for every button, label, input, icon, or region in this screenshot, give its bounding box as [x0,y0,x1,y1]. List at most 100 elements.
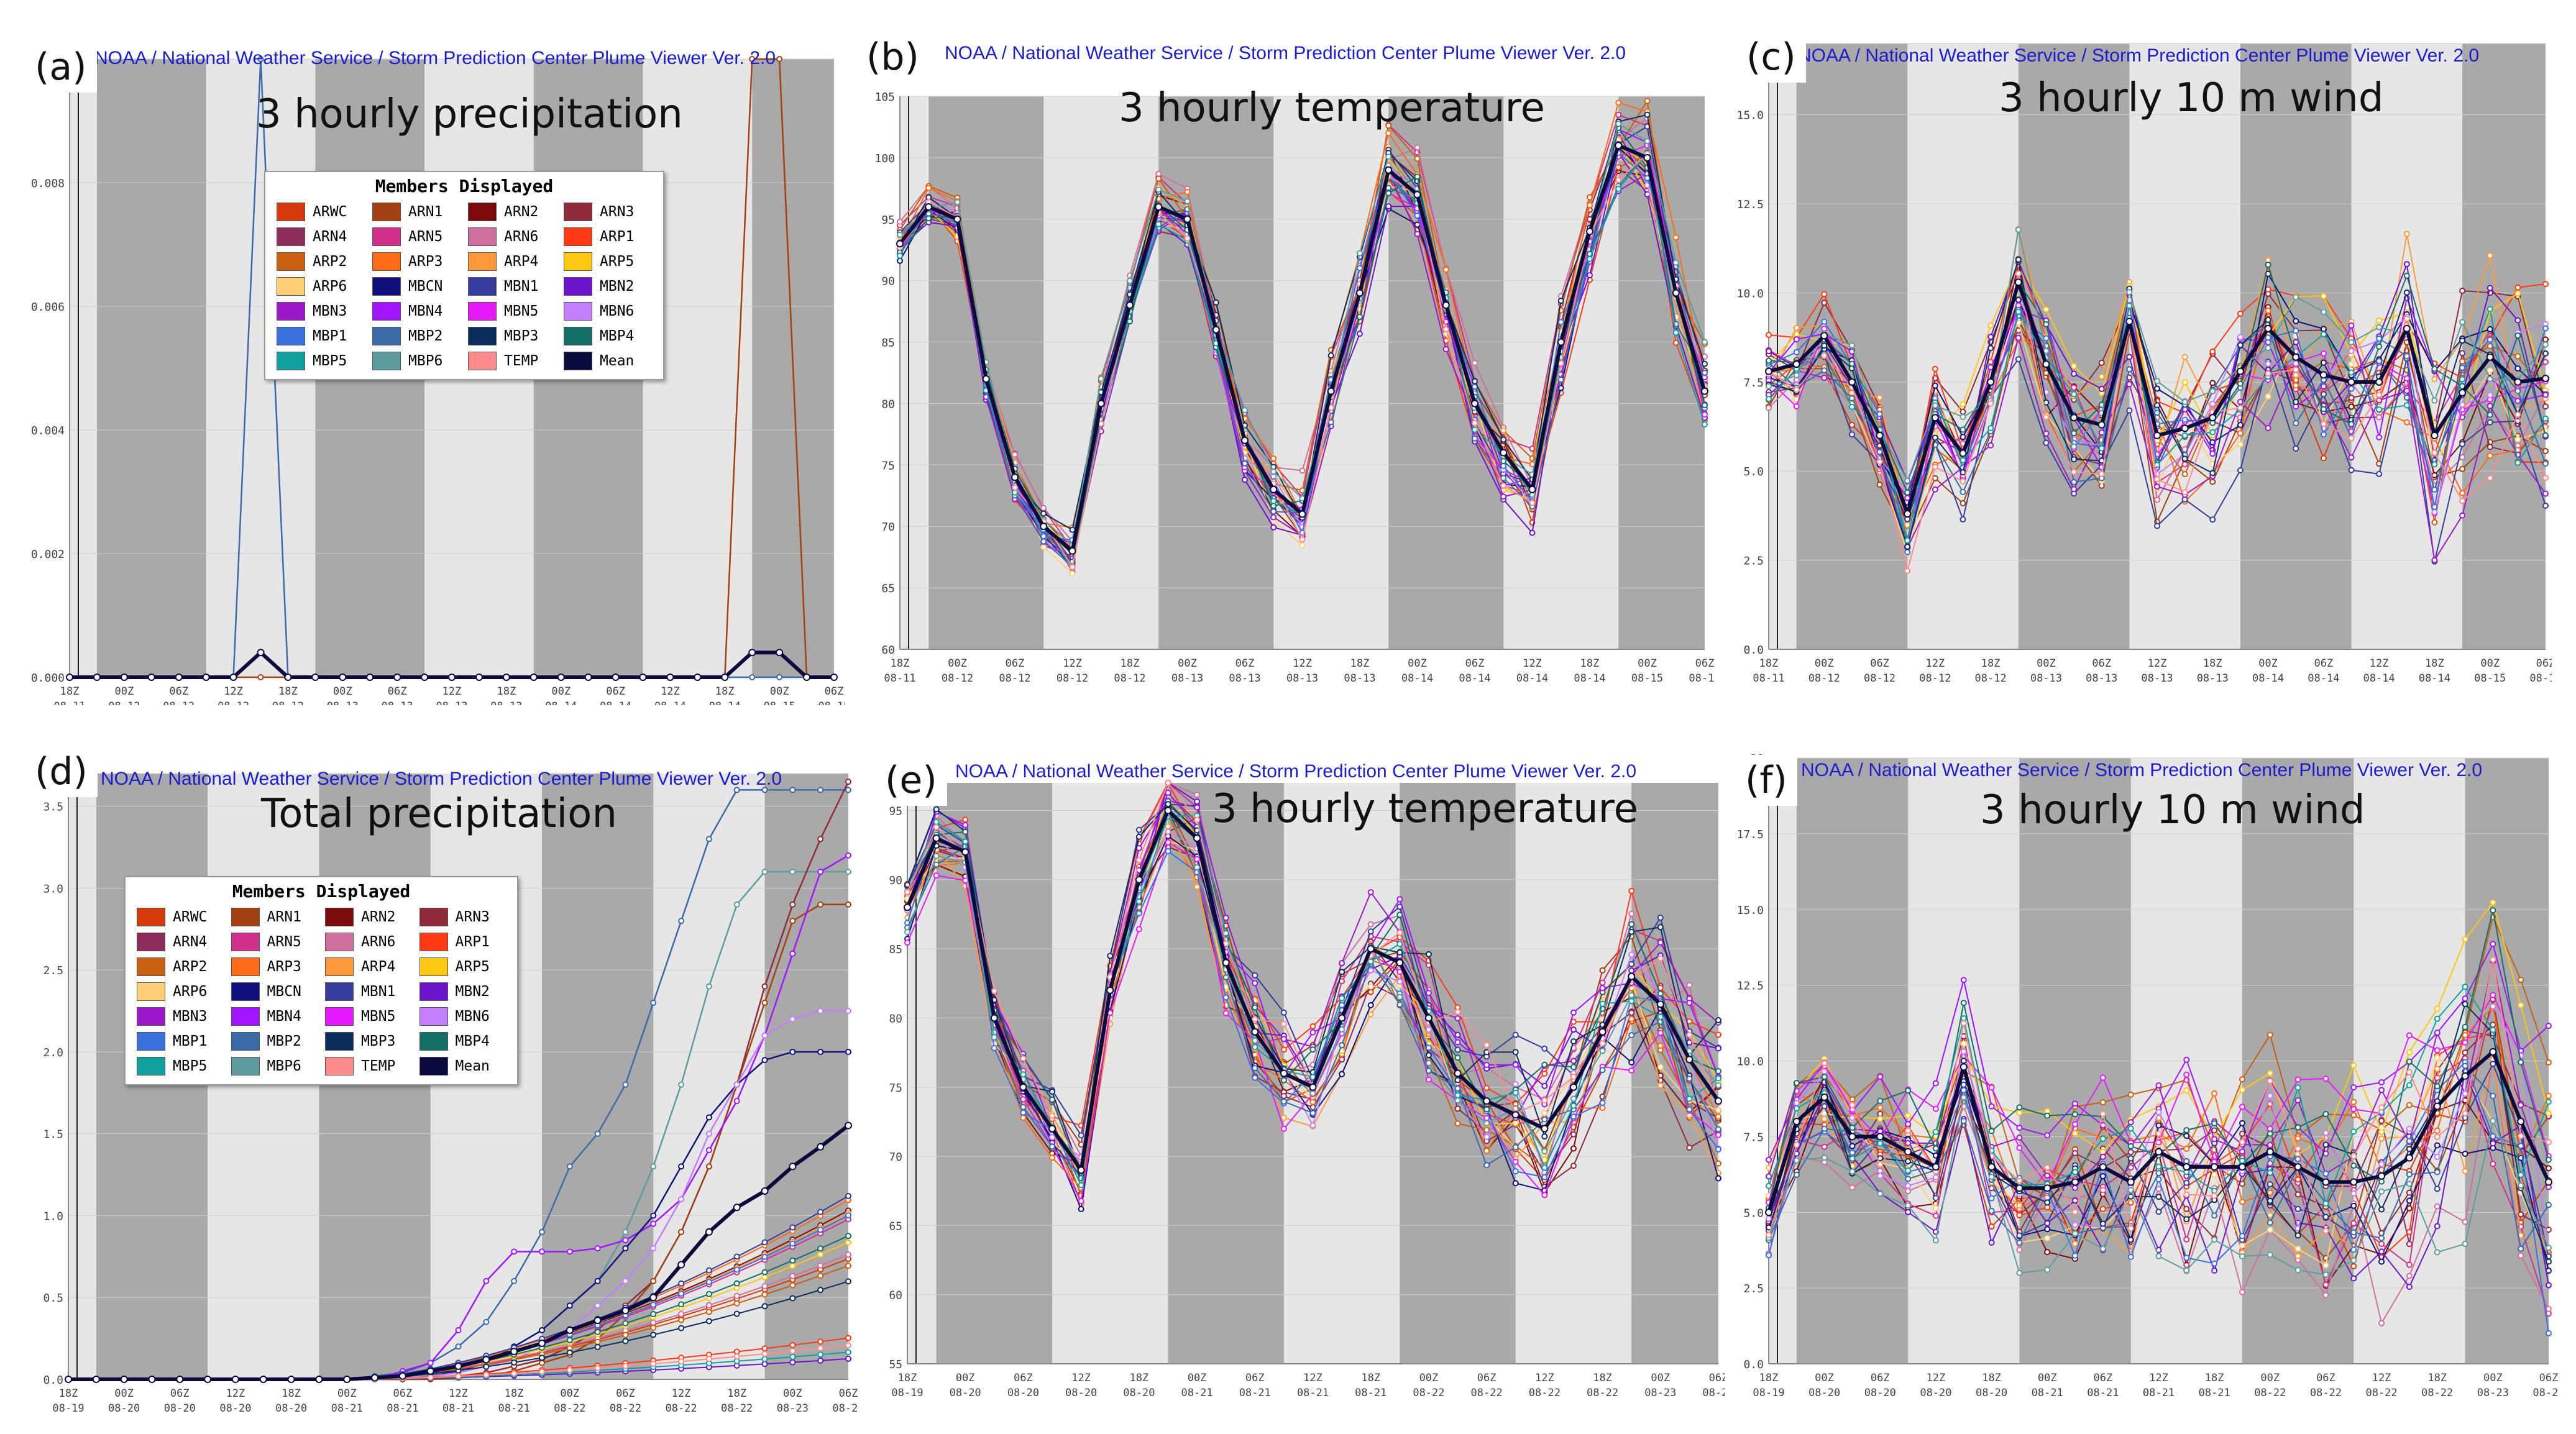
data-point[interactable] [1960,1081,1967,1088]
data-point[interactable] [1876,1133,1884,1141]
legend-item[interactable]: MBP3 [325,1032,412,1051]
data-point[interactable] [1049,1154,1056,1161]
legend-item[interactable]: TEMP [468,352,556,370]
data-point[interactable] [2043,399,2050,406]
data-point[interactable] [2293,327,2299,334]
data-point[interactable] [705,1318,712,1325]
data-point[interactable] [1019,1083,1027,1091]
legend-item[interactable]: MBN2 [564,277,652,296]
data-point[interactable] [2155,1194,2162,1200]
data-point[interactable] [1367,1002,1374,1008]
data-point[interactable] [2459,441,2466,447]
data-point[interactable] [1020,1055,1027,1062]
data-point[interactable] [1541,1097,1548,1104]
data-point[interactable] [2348,435,2355,442]
data-point[interactable] [2434,1185,2441,1192]
data-point[interactable] [594,1277,601,1284]
data-point[interactable] [1097,400,1105,408]
data-point[interactable] [2209,516,2216,523]
data-point[interactable] [2322,1200,2329,1207]
data-point[interactable] [2209,388,2216,395]
data-point[interactable] [1529,500,1536,506]
data-point[interactable] [1628,1016,1635,1023]
data-point[interactable] [1988,1084,1995,1091]
data-point[interactable] [2462,995,2468,1002]
data-point[interactable] [1657,1082,1664,1089]
data-point[interactable] [1765,1208,1772,1217]
data-point[interactable] [2459,288,2466,295]
data-point[interactable] [2071,478,2078,485]
data-point[interactable] [2459,389,2467,397]
data-point[interactable] [2126,354,2133,360]
data-point[interactable] [1252,1074,1258,1081]
data-point[interactable] [2072,1169,2079,1176]
data-point[interactable] [2514,353,2521,360]
data-point[interactable] [1280,1036,1287,1043]
data-point[interactable] [1987,322,1994,329]
data-point[interactable] [1251,1028,1259,1036]
data-point[interactable] [1599,1067,1606,1074]
data-point[interactable] [761,1032,768,1039]
data-point[interactable] [2518,1171,2524,1178]
data-point[interactable] [789,1282,796,1289]
data-point[interactable] [705,1290,712,1297]
data-point[interactable] [2237,404,2244,411]
data-point[interactable] [1672,289,1680,297]
data-point[interactable] [1988,1174,1995,1181]
data-point[interactable] [1270,524,1277,531]
data-point[interactable] [1194,816,1201,823]
data-point[interactable] [1512,1089,1519,1096]
data-point[interactable] [2406,1138,2413,1144]
data-point[interactable] [1849,1096,1856,1103]
data-point[interactable] [1557,298,1564,304]
data-point[interactable] [622,1363,629,1369]
data-point[interactable] [1165,780,1171,786]
data-point[interactable] [2378,1248,2385,1255]
data-point[interactable] [1904,489,1911,496]
data-point[interactable] [1338,1014,1346,1022]
legend-item[interactable]: MBN6 [419,1007,506,1026]
data-point[interactable] [694,674,702,681]
data-point[interactable] [511,1359,518,1366]
data-point[interactable] [982,375,990,383]
data-point[interactable] [2406,1181,2413,1187]
data-point[interactable] [2016,1202,2023,1209]
data-point[interactable] [2072,1252,2079,1259]
data-point[interactable] [2487,452,2493,459]
data-point[interactable] [705,1114,712,1121]
data-point[interactable] [845,1121,852,1130]
data-point[interactable] [2126,381,2133,388]
data-point[interactable] [2546,1258,2552,1265]
data-point[interactable] [1877,1110,1884,1117]
data-point[interactable] [1793,1141,1800,1148]
legend-item[interactable]: ARWC [277,203,365,221]
data-point[interactable] [1280,1069,1288,1077]
data-point[interactable] [2350,1275,2357,1282]
data-point[interactable] [1932,464,1938,470]
data-point[interactable] [1570,1074,1577,1080]
data-point[interactable] [2320,326,2327,332]
data-point[interactable] [455,1343,462,1350]
data-point[interactable] [393,674,401,681]
data-point[interactable] [1766,357,1772,364]
data-point[interactable] [1960,1040,1967,1047]
data-point[interactable] [2183,1158,2190,1164]
data-point[interactable] [678,1163,685,1170]
data-point[interactable] [1932,1212,1939,1219]
data-point[interactable] [1988,1128,1995,1135]
data-point[interactable] [650,1301,657,1308]
data-point[interactable] [1599,967,1606,974]
data-point[interactable] [1048,1125,1057,1133]
data-point[interactable] [1960,414,1966,421]
data-point[interactable] [2462,1240,2468,1247]
data-point[interactable] [1135,826,1142,833]
data-point[interactable] [2350,1062,2357,1069]
data-point[interactable] [1425,1067,1432,1074]
data-point[interactable] [2239,1242,2245,1249]
data-point[interactable] [2044,1220,2051,1226]
data-point[interactable] [2239,1148,2245,1155]
data-point[interactable] [1424,1014,1432,1022]
data-point[interactable] [1222,1010,1229,1016]
data-point[interactable] [2183,1126,2190,1133]
data-point[interactable] [1500,427,1507,434]
